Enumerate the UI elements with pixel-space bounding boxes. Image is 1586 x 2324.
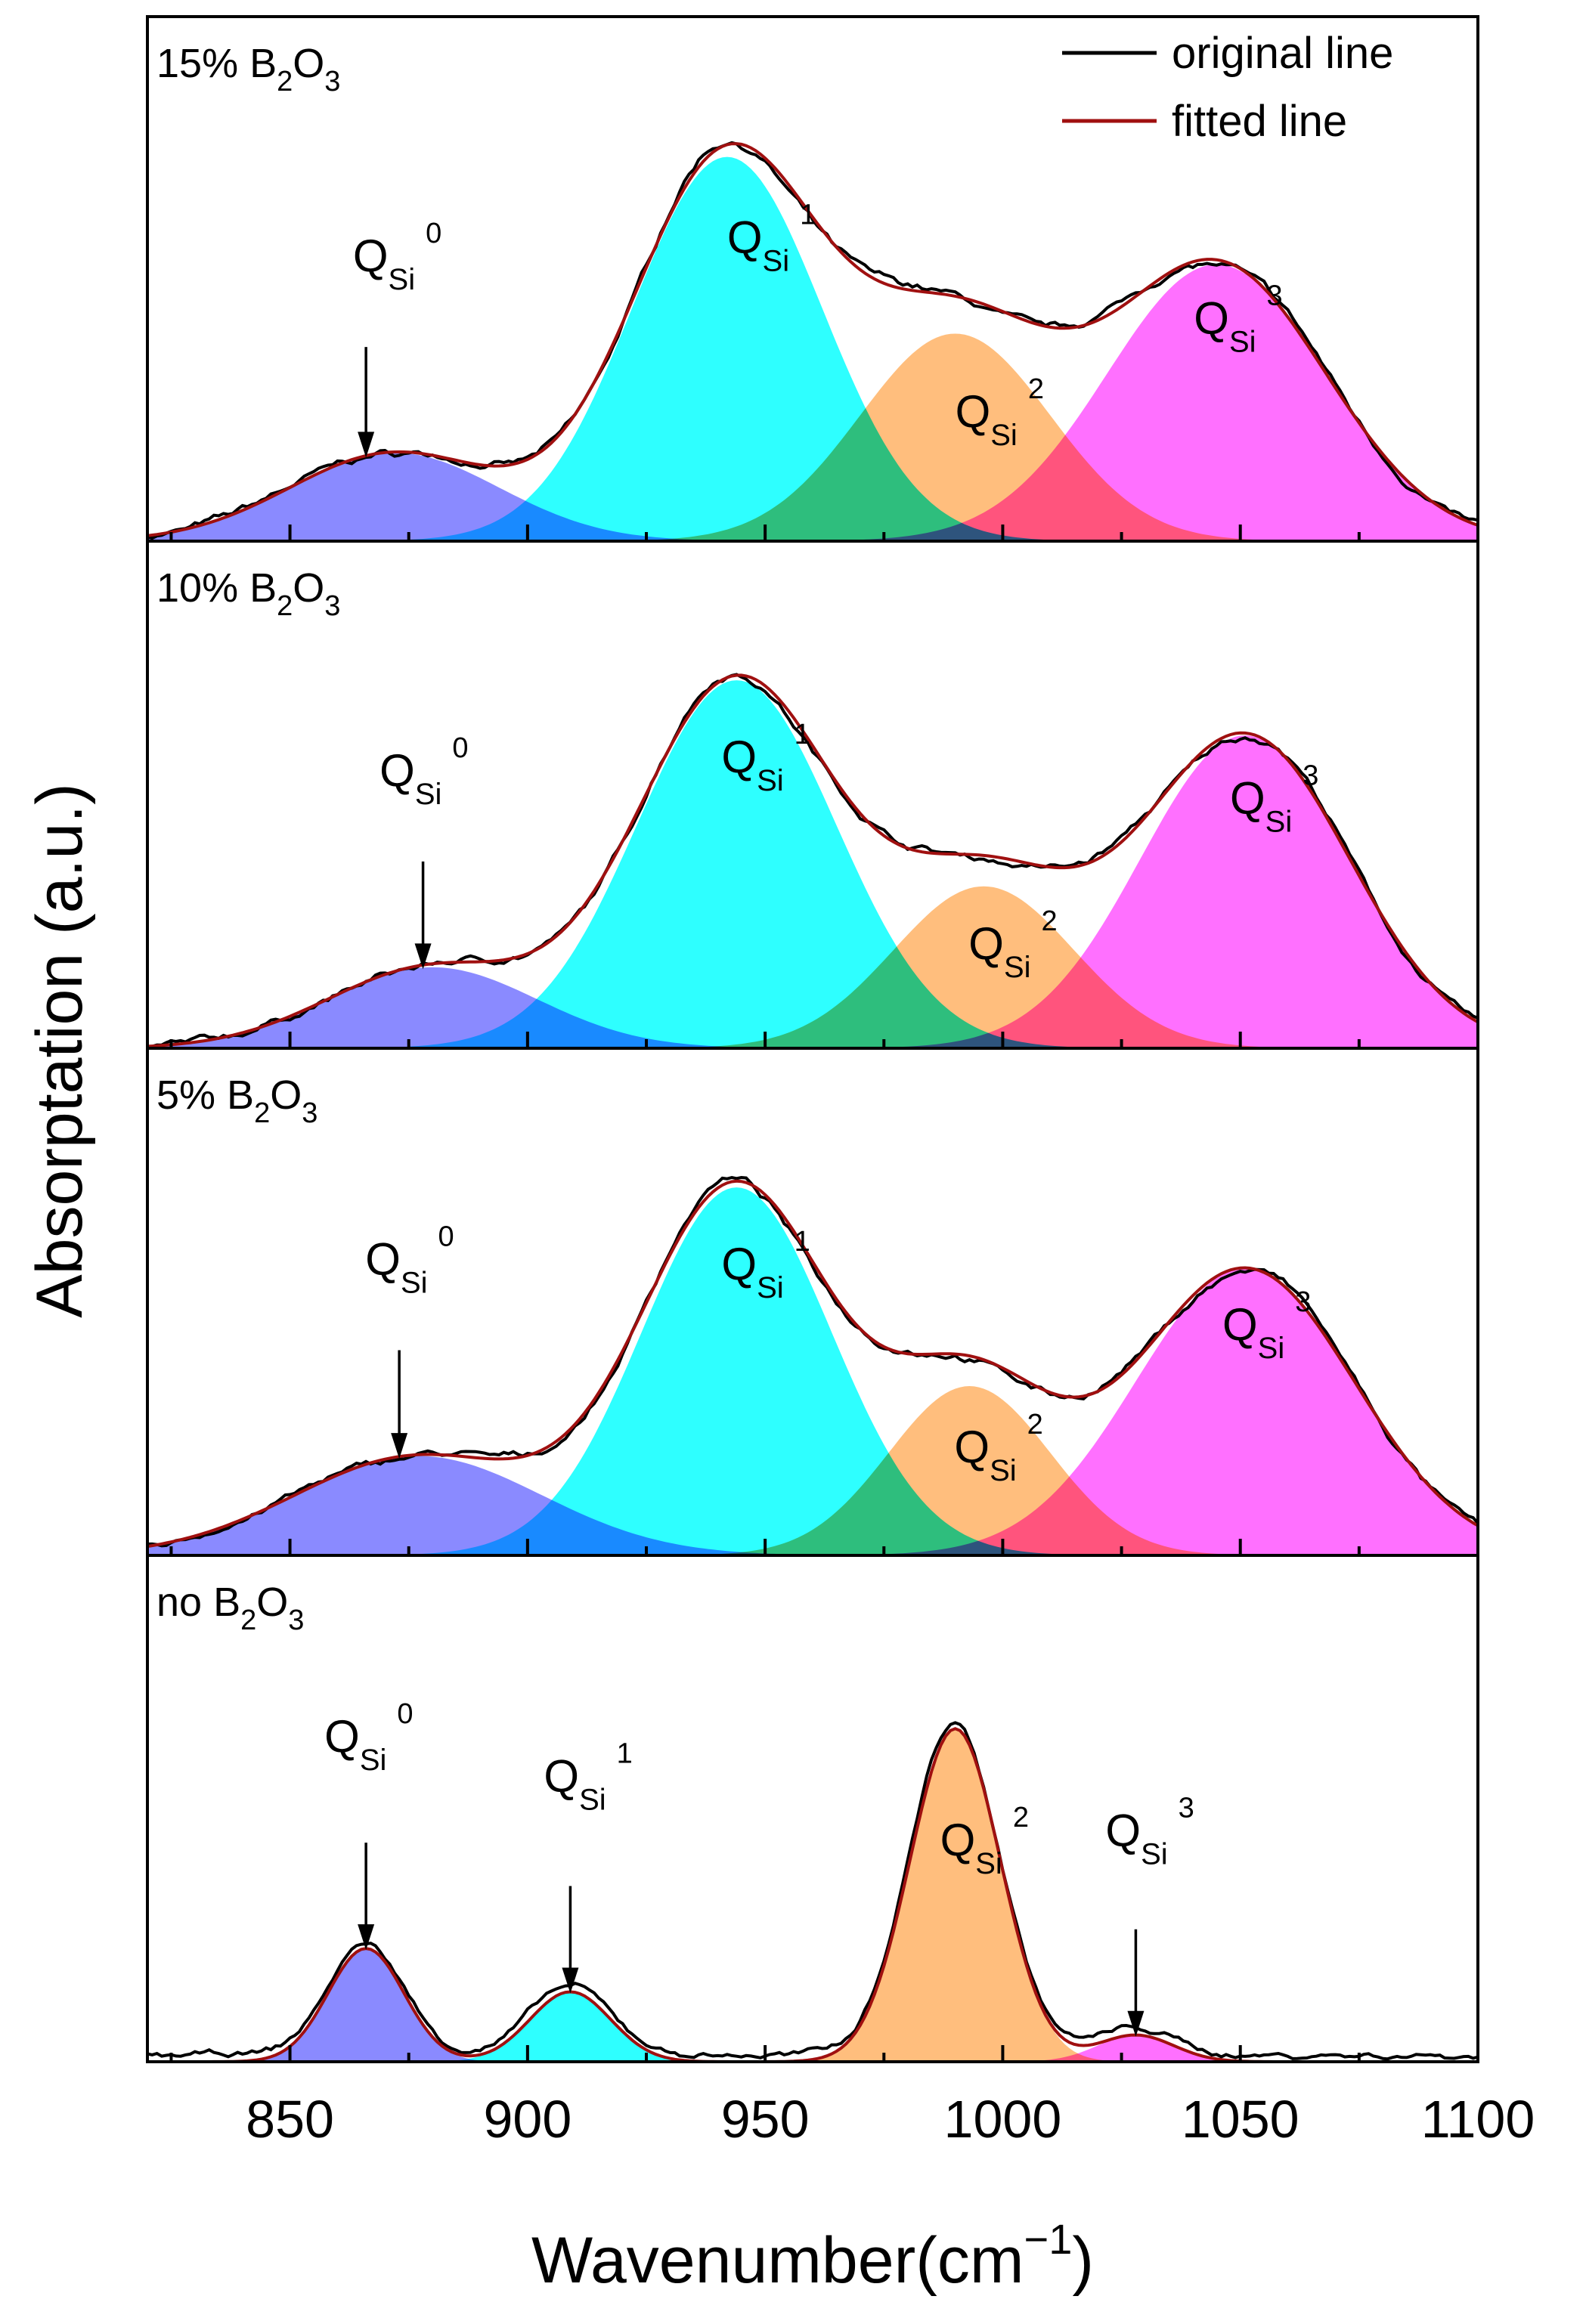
peak-label-Q2: QSi2 (956, 373, 1044, 452)
panel-0: 15% B2O3 QSi0 QSi1 QSi2 QSi3 (146, 15, 1479, 543)
peak-label-Q0: QSi0 (324, 1698, 413, 1777)
fitted-line (147, 673, 1479, 1048)
peak-label-Q3: QSi3 (1105, 1793, 1194, 1871)
panel-3: no B2O3 QSi0 QSi1 QSi2 QSi3 (146, 1554, 1479, 2063)
x-tick-label: 1000 (944, 2090, 1062, 2149)
peak-label-Q2: QSi2 (968, 905, 1057, 984)
original-line (147, 1721, 1479, 2061)
arrow-head (562, 1967, 579, 1994)
peak-label-Q1: QSi1 (721, 719, 810, 797)
fitted-line (147, 1179, 1479, 1549)
legend-label: original line (1172, 29, 1393, 78)
original-line (147, 141, 1479, 540)
peak-fill-Q3 (147, 264, 1478, 541)
panel-label: 10% B2O3 (156, 565, 340, 622)
peak-label-Q2: QSi2 (954, 1409, 1042, 1487)
peak-fill-Q3 (147, 1268, 1478, 1555)
peak-label-Q1: QSi1 (727, 200, 816, 278)
fitted-line (147, 142, 1479, 537)
panel-2: 5% B2O3 QSi0 QSi1 QSi2 QSi3 (146, 1047, 1479, 1557)
peak-label-Q3: QSi3 (1230, 760, 1318, 839)
arrow-head (414, 943, 432, 970)
peak-fill-Q0 (147, 967, 1478, 1048)
x-tick-label: 1050 (1182, 2090, 1299, 2149)
x-axis-title: Wavenumber(cm−1) (531, 2215, 1094, 2297)
x-tick-label: 950 (721, 2090, 810, 2149)
arrow-head (358, 1924, 375, 1951)
x-tick-label: 1100 (1421, 2090, 1535, 2149)
y-axis-title: Absorptation (a.u.) (23, 783, 96, 1317)
peak-label-Q1: QSi1 (721, 1226, 810, 1304)
panel-1: 10% B2O3 QSi0 QSi1 QSi2 QSi3 (146, 540, 1479, 1050)
x-tick-label: 850 (246, 2090, 334, 2149)
peak-fill-Q3 (147, 2035, 1478, 2062)
peak-fill-Q0 (147, 453, 1478, 541)
panel-label: 5% B2O3 (156, 1072, 318, 1129)
panel-label: no B2O3 (156, 1580, 304, 1636)
peak-label-Q3: QSi3 (1194, 280, 1282, 358)
peak-label-Q0: QSi0 (365, 1221, 454, 1300)
peak-fill-Q2 (147, 333, 1478, 541)
legend: original line fitted line (1062, 29, 1393, 146)
peak-label-Q1: QSi1 (544, 1738, 632, 1816)
peak-fill-Q0 (147, 1948, 1478, 2062)
legend-label: fitted line (1172, 97, 1347, 146)
peak-label-Q0: QSi0 (353, 218, 441, 296)
peak-label-Q3: QSi3 (1222, 1286, 1311, 1365)
arrow-head (1127, 2010, 1145, 2037)
peak-fill-Q1 (147, 1187, 1478, 1555)
peak-fill-Q1 (147, 680, 1478, 1048)
peak-label-Q2: QSi2 (940, 1802, 1029, 1880)
arrow-head (391, 1433, 408, 1459)
x-tick-label: 900 (483, 2090, 572, 2149)
peak-fill-Q0 (147, 1456, 1478, 1555)
panel-label: 15% B2O3 (156, 41, 340, 97)
peak-fill-Q3 (147, 735, 1478, 1048)
arrow-head (358, 432, 375, 458)
panel-frame (146, 1554, 1479, 2063)
peak-label-Q0: QSi0 (379, 732, 468, 811)
peak-fill-Q1 (147, 156, 1478, 541)
